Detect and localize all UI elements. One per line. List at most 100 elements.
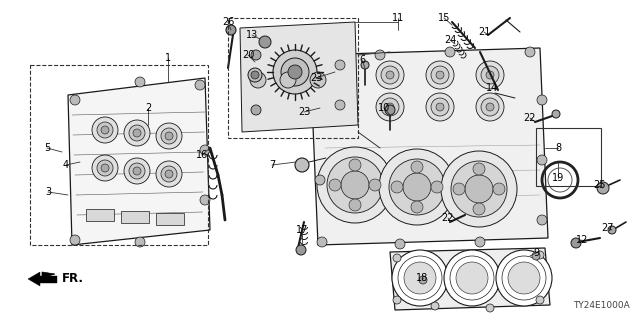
Circle shape	[156, 161, 182, 187]
Circle shape	[444, 250, 500, 306]
Circle shape	[315, 175, 325, 185]
Text: 2: 2	[145, 103, 151, 113]
Text: 1: 1	[165, 53, 171, 63]
Circle shape	[259, 36, 271, 48]
Circle shape	[133, 129, 141, 137]
Circle shape	[327, 157, 383, 213]
Circle shape	[431, 66, 449, 84]
Text: 19: 19	[552, 173, 564, 183]
Polygon shape	[68, 78, 210, 245]
Circle shape	[496, 250, 552, 306]
Circle shape	[313, 57, 323, 67]
Bar	[536, 128, 601, 186]
Polygon shape	[240, 22, 358, 132]
Text: FR.: FR.	[62, 273, 84, 285]
Circle shape	[403, 173, 431, 201]
Polygon shape	[28, 272, 57, 286]
Circle shape	[386, 103, 394, 111]
Circle shape	[251, 105, 261, 115]
Circle shape	[70, 235, 80, 245]
Circle shape	[310, 72, 326, 88]
Circle shape	[475, 237, 485, 247]
Circle shape	[431, 98, 449, 116]
Circle shape	[379, 149, 455, 225]
Circle shape	[537, 95, 547, 105]
Polygon shape	[35, 272, 55, 280]
Circle shape	[288, 65, 302, 79]
Circle shape	[335, 60, 345, 70]
Text: 23: 23	[298, 107, 310, 117]
Polygon shape	[121, 211, 149, 223]
Text: 27: 27	[602, 223, 614, 233]
Circle shape	[156, 123, 182, 149]
Circle shape	[195, 80, 205, 90]
Circle shape	[326, 61, 354, 89]
Circle shape	[101, 164, 109, 172]
Text: 5: 5	[44, 143, 50, 153]
Circle shape	[486, 103, 494, 111]
Text: 6: 6	[359, 55, 365, 65]
Circle shape	[381, 66, 399, 84]
Circle shape	[97, 122, 113, 138]
Polygon shape	[86, 209, 114, 221]
Circle shape	[393, 296, 401, 304]
Circle shape	[476, 93, 504, 121]
Circle shape	[101, 126, 109, 134]
Circle shape	[389, 159, 445, 215]
Circle shape	[161, 128, 177, 144]
Circle shape	[486, 304, 494, 312]
Circle shape	[331, 98, 349, 116]
Circle shape	[486, 71, 494, 79]
Circle shape	[129, 125, 145, 141]
Circle shape	[133, 167, 141, 175]
Circle shape	[295, 158, 309, 172]
Circle shape	[453, 183, 465, 195]
Circle shape	[375, 50, 385, 60]
Text: 22: 22	[524, 113, 536, 123]
Circle shape	[465, 175, 493, 203]
Circle shape	[336, 103, 344, 111]
Circle shape	[451, 161, 507, 217]
Text: 23: 23	[310, 73, 322, 83]
Circle shape	[329, 179, 341, 191]
Polygon shape	[310, 48, 548, 245]
Circle shape	[92, 117, 118, 143]
Circle shape	[393, 254, 401, 262]
Circle shape	[597, 182, 609, 194]
Circle shape	[165, 170, 173, 178]
Circle shape	[70, 95, 80, 105]
Text: 18: 18	[416, 273, 428, 283]
Circle shape	[315, 115, 325, 125]
Circle shape	[317, 147, 393, 223]
Circle shape	[436, 103, 444, 111]
Circle shape	[381, 98, 399, 116]
Circle shape	[280, 72, 296, 88]
Circle shape	[92, 155, 118, 181]
Circle shape	[124, 120, 150, 146]
Circle shape	[391, 181, 403, 193]
Circle shape	[135, 77, 145, 87]
Text: 21: 21	[478, 27, 490, 37]
Circle shape	[441, 151, 517, 227]
Circle shape	[273, 50, 317, 94]
Circle shape	[431, 302, 439, 310]
Text: 25: 25	[594, 180, 606, 190]
Circle shape	[493, 183, 505, 195]
Circle shape	[336, 71, 344, 79]
Circle shape	[404, 262, 436, 294]
Circle shape	[376, 61, 404, 89]
Circle shape	[532, 252, 540, 260]
Text: 4: 4	[63, 160, 69, 170]
Circle shape	[331, 66, 349, 84]
Circle shape	[341, 171, 369, 199]
Text: 9: 9	[533, 248, 539, 258]
Circle shape	[385, 105, 395, 115]
Text: 15: 15	[438, 13, 450, 23]
Circle shape	[250, 72, 266, 88]
Text: 22: 22	[442, 213, 454, 223]
Text: 17: 17	[296, 225, 308, 235]
Circle shape	[361, 61, 369, 69]
Circle shape	[436, 71, 444, 79]
Text: 14: 14	[486, 83, 498, 93]
Circle shape	[335, 100, 345, 110]
